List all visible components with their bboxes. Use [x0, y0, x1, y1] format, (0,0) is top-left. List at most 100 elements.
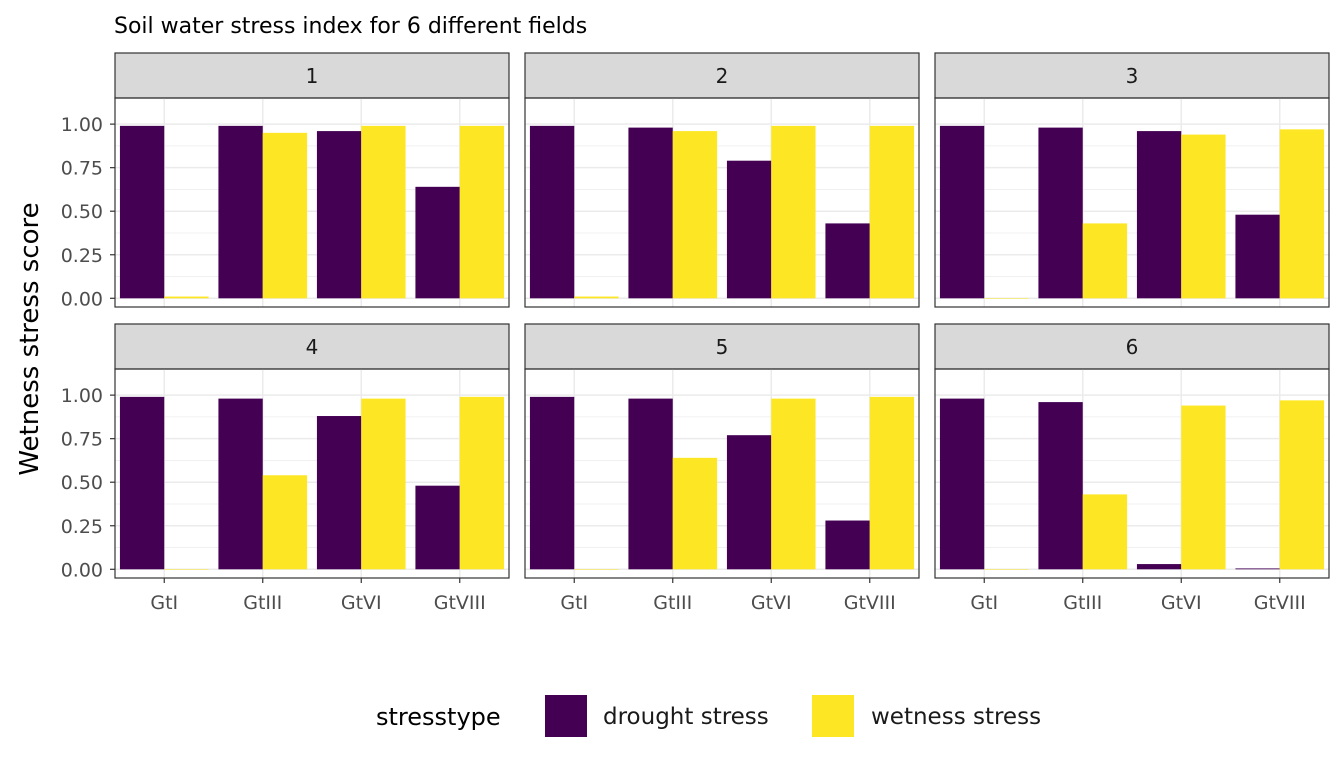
legend: stresstype drought stress wetness stress	[376, 695, 1041, 737]
bar-drought-stress	[628, 127, 673, 299]
facet-strip	[934, 52, 1330, 99]
bar-wetness-stress	[984, 298, 1029, 299]
bar-drought-stress	[415, 186, 460, 299]
panel-border	[524, 97, 920, 308]
bar-drought-stress	[316, 131, 362, 299]
facet-strip-label: 1	[306, 64, 319, 88]
bar-drought-stress	[218, 125, 263, 299]
bar-wetness-stress	[1181, 134, 1226, 299]
bar-wetness-stress	[164, 296, 209, 299]
y-axis-label: Wetness stress score	[15, 202, 45, 475]
bar-drought-stress	[939, 125, 985, 299]
bar-wetness-stress	[771, 398, 816, 570]
bar-drought-stress	[1038, 402, 1083, 570]
panel-border	[524, 368, 920, 579]
facet-panel-5: 5 GtI GtIII GtVI GtVIII	[524, 323, 920, 614]
panel-border	[114, 368, 510, 579]
bar-drought-stress	[119, 125, 165, 299]
y-tick-label: 0.00	[61, 559, 103, 581]
y-tick-label: 1.00	[61, 385, 103, 407]
bar-wetness-stress	[1279, 400, 1325, 570]
facet-panel-1: 1 0.00 0.25 0.50 0.75 1.00	[61, 52, 510, 310]
bar-wetness-stress	[1082, 223, 1128, 299]
bar-drought-stress	[1235, 568, 1280, 570]
bar-drought-stress	[825, 520, 870, 570]
bar-drought-stress	[218, 398, 263, 570]
panel-border	[934, 97, 1330, 308]
bar-wetness-stress	[361, 125, 406, 299]
bar-wetness-stress	[771, 125, 816, 299]
panel-border	[114, 97, 510, 308]
bar-drought-stress	[628, 398, 673, 570]
bar-wetness-stress	[1082, 494, 1128, 570]
facet-panel-6: 6 GtI GtIII GtVI GtVIII	[934, 323, 1330, 614]
bar-drought-stress	[316, 416, 362, 570]
y-tick-label: 0.25	[61, 516, 103, 538]
y-tick-label: 0.25	[61, 245, 103, 267]
y-tick-label: 0.50	[61, 201, 103, 223]
y-tick-label: 0.75	[61, 158, 103, 180]
bar-drought-stress	[529, 396, 575, 570]
legend-label-drought-stress: drought stress	[603, 704, 769, 730]
bar-wetness-stress	[672, 131, 718, 299]
facet-strip-label: 2	[716, 64, 729, 88]
bar-drought-stress	[1038, 127, 1083, 299]
bar-wetness-stress	[361, 398, 406, 570]
x-tick-label: GtI	[150, 592, 178, 614]
facet-strip	[934, 323, 1330, 370]
x-tick-label: GtVIII	[1254, 592, 1306, 614]
bar-drought-stress	[119, 396, 165, 570]
x-tick-label: GtVIII	[844, 592, 896, 614]
bar-wetness-stress	[574, 569, 619, 570]
panel-border	[934, 368, 1330, 579]
bar-drought-stress	[415, 485, 460, 570]
x-tick-label: GtIII	[1063, 592, 1102, 614]
legend-key-wetness-stress	[812, 695, 854, 737]
facet-strip-label: 4	[306, 335, 319, 359]
bar-wetness-stress	[262, 132, 308, 299]
bar-drought-stress	[939, 398, 985, 570]
bar-wetness-stress	[672, 457, 718, 570]
facet-strip	[524, 323, 920, 370]
facet-panel-2: 2	[524, 52, 920, 308]
facet-panel-4: 4 0.00 0.25 0.50 0.75 1.00 GtI GtIII GtVI GtVIII	[61, 323, 510, 614]
bar-drought-stress	[1136, 564, 1182, 570]
legend-label-wetness-stress: wetness stress	[871, 704, 1041, 730]
bar-drought-stress	[726, 160, 772, 299]
x-tick-label: GtI	[970, 592, 998, 614]
chart-title: Soil water stress index for 6 different …	[114, 14, 587, 39]
x-tick-label: GtVI	[341, 592, 382, 614]
facet-strip-label: 3	[1126, 64, 1139, 88]
y-tick-label: 1.00	[61, 114, 103, 136]
bar-wetness-stress	[574, 296, 619, 299]
bar-wetness-stress	[459, 396, 505, 570]
legend-title: stresstype	[376, 703, 501, 731]
bar-wetness-stress	[164, 569, 209, 570]
bar-drought-stress	[529, 125, 575, 299]
facet-strip	[524, 52, 920, 99]
bar-wetness-stress	[869, 396, 915, 570]
bar-drought-stress	[825, 223, 870, 299]
x-tick-label: GtIII	[653, 592, 692, 614]
x-tick-label: GtVI	[751, 592, 792, 614]
x-tick-label: GtI	[560, 592, 588, 614]
bar-wetness-stress	[459, 125, 505, 299]
facet-strip-label: 6	[1126, 335, 1139, 359]
y-tick-label: 0.00	[61, 288, 103, 310]
bar-drought-stress	[1235, 214, 1280, 299]
legend-key-drought-stress	[545, 695, 587, 737]
bar-wetness-stress	[1181, 405, 1226, 570]
facet-panel-3: 3	[934, 52, 1330, 308]
y-tick-label: 0.50	[61, 472, 103, 494]
x-tick-label: GtVI	[1161, 592, 1202, 614]
facet-panels: 1 0.00 0.25 0.50 0.75 1.00 2 3 4 0.00 0.25 0.50 0.75…	[61, 52, 1330, 614]
bar-wetness-stress	[984, 569, 1029, 570]
bar-wetness-stress	[262, 475, 308, 570]
x-tick-label: GtVIII	[434, 592, 486, 614]
y-tick-label: 0.75	[61, 429, 103, 451]
bar-drought-stress	[726, 435, 772, 570]
bar-wetness-stress	[869, 125, 915, 299]
bar-wetness-stress	[1279, 129, 1325, 299]
x-tick-label: GtIII	[243, 592, 282, 614]
